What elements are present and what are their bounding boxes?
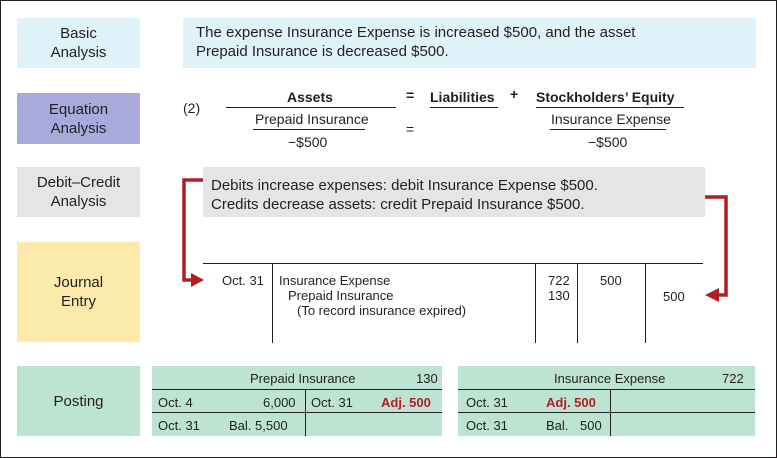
ledger-expense-rule1 — [458, 389, 755, 390]
basic-analysis-line1: The expense Insurance Expense is increas… — [196, 24, 636, 41]
basic-analysis-box: The expense Insurance Expense is increas… — [183, 18, 756, 68]
journal-date: Oct. 31 — [222, 273, 264, 288]
ledger-prepaid-rule2 — [152, 412, 442, 413]
ledger-expense-rule2 — [458, 412, 755, 413]
right-account-line — [550, 129, 666, 130]
ledger-prepaid-row1-amount: 6,000 — [263, 395, 296, 410]
equation-plus: + — [510, 86, 519, 102]
ledger-prepaid-divider — [305, 389, 306, 436]
debit-credit-box: Debits increase expenses: debit Insuranc… — [203, 167, 705, 217]
label-posting: Posting — [17, 366, 140, 436]
label-basic-analysis: Basic Analysis — [17, 18, 140, 68]
journal-explanation: (To record insurance expired) — [297, 303, 467, 318]
ledger-expense-divider — [610, 389, 611, 436]
ledger-expense-row2-balance-label: Bal. — [546, 418, 569, 433]
label-posting-text: Posting — [53, 392, 104, 410]
ledger-expense-title: Insurance Expense — [554, 371, 666, 386]
label-basic-text: Basic Analysis — [50, 25, 107, 61]
journal-credit-account: Prepaid Insurance — [288, 288, 394, 303]
ledger-expense-row2-balance: 500 — [580, 418, 602, 433]
ledger-prepaid-row1-cr-amount: Adj. 500 — [381, 395, 431, 410]
equation-equity-heading: Stockholders’ Equity — [536, 89, 675, 105]
journal-ref-rule — [535, 263, 536, 343]
journal-date-rule — [272, 263, 273, 343]
ledger-prepaid-row2-balance: Bal. 5,500 — [229, 418, 288, 433]
label-debit-credit-analysis: Debit–Credit Analysis — [17, 167, 140, 217]
liabilities-underline — [430, 107, 498, 108]
equation-mid-equals: = — [406, 121, 415, 137]
debit-arrow — [182, 178, 203, 282]
journal-credit-ref: 130 — [548, 288, 570, 303]
ledger-prepaid-row1-date: Oct. 4 — [158, 395, 193, 410]
equation-assets-heading: Assets — [287, 89, 333, 105]
ledger-prepaid-row2-date: Oct. 31 — [158, 418, 200, 433]
equation-right-amount: −$500 — [588, 134, 628, 150]
ledger-insurance-expense — [458, 366, 755, 436]
credit-arrowhead — [705, 288, 719, 302]
ledger-expense-row1-amount: Adj. 500 — [546, 395, 596, 410]
equation-left-account: Prepaid Insurance — [255, 111, 369, 127]
debit-arrowhead — [191, 273, 204, 287]
left-account-line — [253, 129, 365, 130]
equation-liabilities-heading: Liabilities — [430, 89, 495, 105]
equation-equals-heading: = — [406, 87, 415, 103]
ledger-prepaid-title: Prepaid Insurance — [250, 371, 356, 386]
label-journal-text: Journal Entry — [53, 274, 104, 310]
journal-debit-ref: 722 — [548, 273, 570, 288]
label-debit-credit-text: Debit–Credit Analysis — [36, 174, 121, 210]
ledger-expense-number: 722 — [722, 371, 744, 386]
ledger-expense-row2-date: Oct. 31 — [466, 418, 508, 433]
assets-underline — [226, 107, 396, 108]
journal-top-rule — [203, 263, 703, 264]
label-journal-entry: Journal Entry — [17, 242, 140, 342]
debit-credit-line2: Credits decrease assets: credit Prepaid … — [211, 196, 585, 213]
journal-debit-account: Insurance Expense — [279, 273, 391, 288]
journal-debit-rule — [577, 263, 578, 343]
debit-credit-line1: Debits increase expenses: debit Insuranc… — [211, 177, 598, 194]
credit-arrow — [705, 195, 728, 297]
equity-underline — [536, 107, 684, 108]
equation-number: (2) — [183, 100, 201, 116]
label-equation-analysis: Equation Analysis — [17, 93, 140, 144]
journal-debit-amount: 500 — [600, 273, 622, 288]
ledger-prepaid-rule1 — [152, 389, 442, 390]
ledger-prepaid-number: 130 — [416, 371, 438, 386]
equation-left-amount: −$500 — [288, 134, 328, 150]
equation-right-account: Insurance Expense — [551, 111, 671, 127]
label-equation-text: Equation Analysis — [48, 100, 109, 137]
ledger-expense-row1-date: Oct. 31 — [466, 395, 508, 410]
journal-credit-rule — [645, 263, 646, 343]
ledger-prepaid-row1-cr-date: Oct. 31 — [311, 395, 353, 410]
ledger-prepaid-insurance — [152, 366, 442, 436]
journal-credit-amount: 500 — [663, 289, 685, 304]
basic-analysis-line2: Prepaid Insurance is decreased $500. — [196, 43, 449, 60]
